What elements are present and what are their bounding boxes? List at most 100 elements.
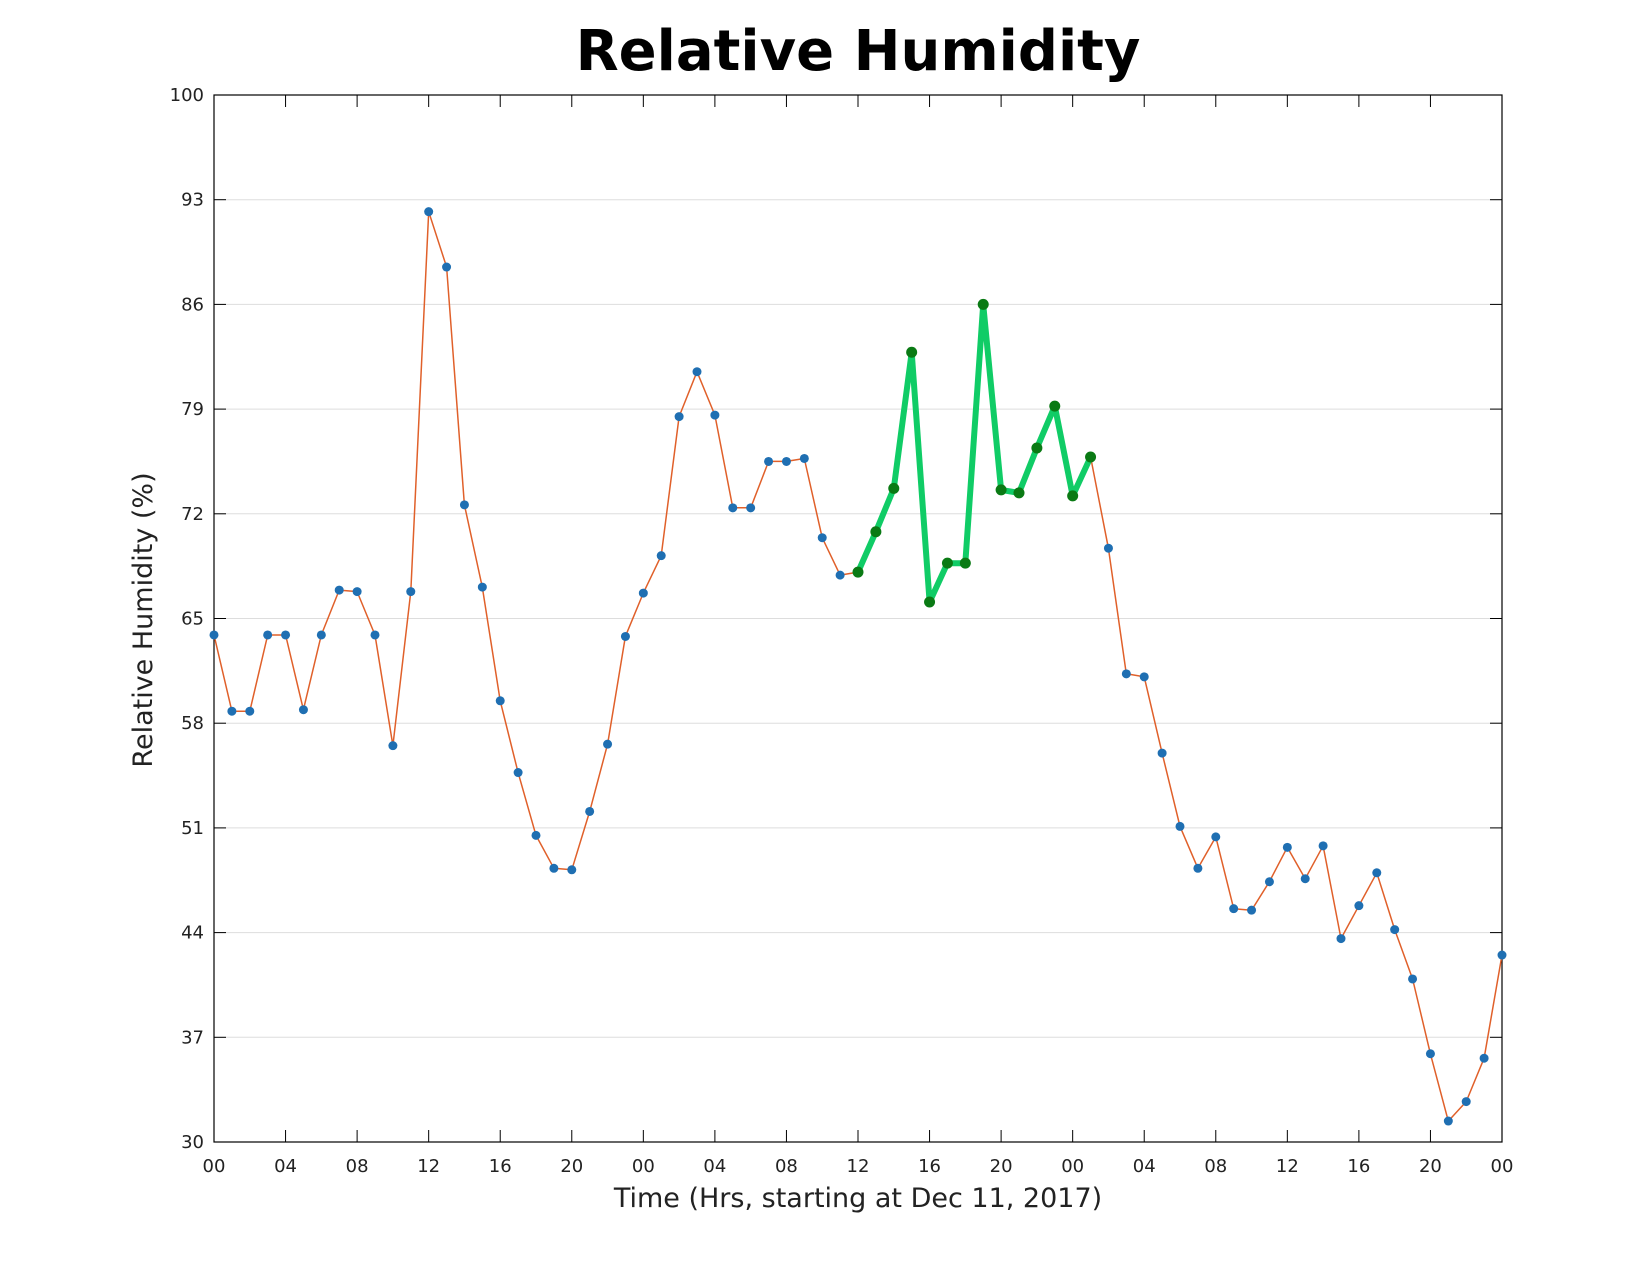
data-point <box>620 631 630 641</box>
chart-title: Relative Humidity <box>576 19 1141 84</box>
highlight-data-point <box>995 484 1007 496</box>
data-point <box>298 705 308 715</box>
data-point <box>477 582 487 592</box>
data-point <box>388 741 398 751</box>
highlight-data-point <box>1049 400 1061 412</box>
data-point <box>209 630 219 640</box>
y-tick-label: 86 <box>181 294 204 315</box>
data-point <box>442 262 452 272</box>
data-point <box>459 500 469 510</box>
data-point <box>1408 974 1418 984</box>
highlight-data-point <box>870 526 882 538</box>
data-point <box>674 412 684 422</box>
data-point <box>334 585 344 595</box>
data-point <box>1175 821 1185 831</box>
y-axis-label: Relative Humidity (%) <box>128 472 159 767</box>
data-point <box>1336 934 1346 944</box>
data-point <box>603 739 613 749</box>
data-point <box>1497 950 1507 960</box>
data-point <box>1282 842 1292 852</box>
data-point <box>531 830 541 840</box>
x-tick-label: 20 <box>990 1156 1013 1177</box>
highlight-data-point <box>977 298 989 310</box>
x-tick-label: 00 <box>632 1156 655 1177</box>
data-point <box>1139 672 1149 682</box>
x-tick-label: 08 <box>775 1156 798 1177</box>
y-tick-label: 93 <box>181 190 204 211</box>
data-point <box>1354 901 1364 911</box>
data-point <box>513 768 523 778</box>
data-point <box>728 503 738 513</box>
data-point <box>1390 925 1400 935</box>
highlight-data-point <box>959 557 971 569</box>
data-point <box>585 806 595 816</box>
data-point <box>1372 868 1382 878</box>
data-point <box>567 865 577 875</box>
data-point <box>245 706 255 716</box>
data-point <box>406 587 416 597</box>
highlight-data-point <box>906 346 918 358</box>
data-point <box>1211 832 1221 842</box>
x-tick-label: 00 <box>203 1156 226 1177</box>
y-tick-label: 100 <box>170 85 204 106</box>
data-point <box>764 456 774 466</box>
highlight-data-point <box>941 557 953 569</box>
data-point <box>1479 1053 1489 1063</box>
highlight-data-point <box>1085 451 1097 463</box>
x-tick-label: 16 <box>489 1156 512 1177</box>
y-tick-label: 79 <box>181 399 204 420</box>
x-tick-label: 12 <box>1276 1156 1299 1177</box>
axis-ticks: 30 37 44 51 58 65 72 79 86 93 100 00 04 08 12 16 20 00 04 0… <box>170 85 1514 1177</box>
y-tick-label: 51 <box>181 818 204 839</box>
x-tick-label: 08 <box>1204 1156 1227 1177</box>
x-tick-label: 20 <box>560 1156 583 1177</box>
data-point <box>1247 905 1257 915</box>
data-point <box>1443 1116 1453 1126</box>
x-tick-label: 12 <box>417 1156 440 1177</box>
y-tick-label: 65 <box>181 609 204 630</box>
data-point <box>1121 669 1131 679</box>
y-tick-label: 30 <box>181 1132 204 1153</box>
data-point <box>370 630 380 640</box>
x-tick-label: 04 <box>274 1156 297 1177</box>
data-point <box>1425 1049 1435 1059</box>
highlight-data-point <box>1031 442 1043 454</box>
data-point <box>835 570 845 580</box>
data-point <box>1103 543 1113 553</box>
data-point <box>638 588 648 598</box>
data-point <box>352 587 362 597</box>
x-tick-label: 16 <box>918 1156 941 1177</box>
data-point <box>316 630 326 640</box>
x-tick-label: 04 <box>1133 1156 1156 1177</box>
data-point <box>1229 904 1239 914</box>
data-point <box>1193 863 1203 873</box>
x-tick-label: 16 <box>1347 1156 1370 1177</box>
data-point <box>263 630 273 640</box>
data-point <box>746 503 756 513</box>
data-point <box>424 207 434 217</box>
x-tick-label: 00 <box>1061 1156 1084 1177</box>
data-point <box>1318 841 1328 851</box>
highlight-data-point <box>852 566 864 578</box>
data-point <box>799 453 809 463</box>
highlight-series-line <box>855 301 1094 605</box>
y-tick-label: 72 <box>181 504 204 525</box>
data-point <box>710 410 720 420</box>
x-tick-label: 12 <box>847 1156 870 1177</box>
y-tick-label: 44 <box>181 923 204 944</box>
x-tick-label: 04 <box>703 1156 726 1177</box>
y-tick-label: 58 <box>181 713 204 734</box>
data-point <box>817 533 827 543</box>
data-point <box>1300 874 1310 884</box>
data-point <box>692 367 702 377</box>
highlight-data-point <box>1067 490 1079 502</box>
x-tick-label: 08 <box>346 1156 369 1177</box>
data-point <box>227 706 237 716</box>
data-point <box>281 630 291 640</box>
highlight-data-point <box>888 482 900 494</box>
x-axis-label: Time (Hrs, starting at Dec 11, 2017) <box>613 1183 1102 1214</box>
data-point <box>495 696 505 706</box>
x-tick-label: 00 <box>1491 1156 1514 1177</box>
